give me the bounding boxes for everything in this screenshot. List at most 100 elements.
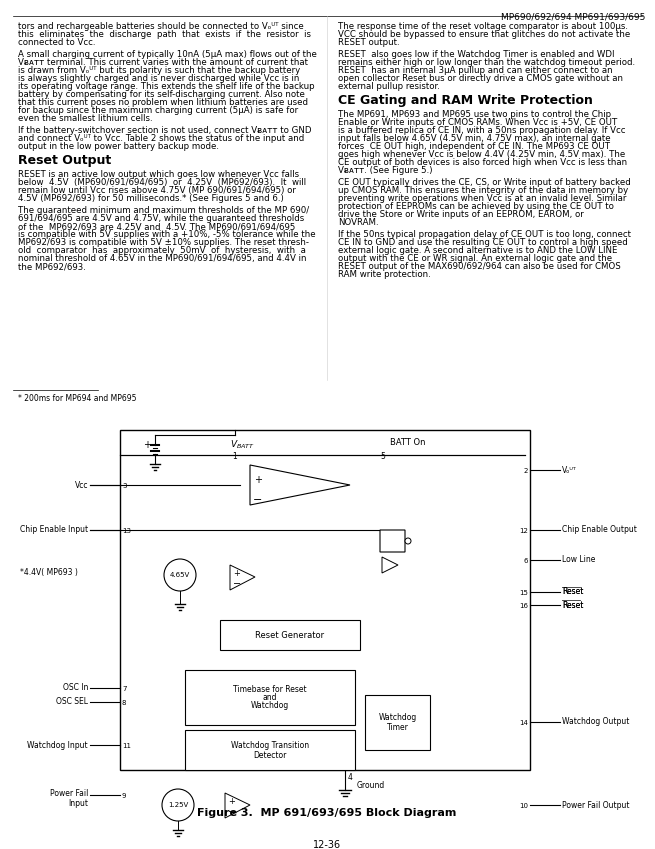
Text: NOVRAM.: NOVRAM. (338, 218, 379, 227)
Text: 9: 9 (122, 793, 126, 799)
Text: 12: 12 (519, 528, 528, 534)
Text: +: + (143, 440, 151, 450)
Text: even the smallest lithium cells.: even the smallest lithium cells. (18, 114, 153, 123)
Text: below  4.5V  (MP690/691/694/695)  or  4.25V  (MP692/693).  It  will: below 4.5V (MP690/691/694/695) or 4.25V … (18, 178, 306, 187)
Bar (185, 730, 355, 770)
Polygon shape (225, 793, 250, 818)
Text: Reset Generator: Reset Generator (255, 631, 325, 639)
Text: 12-36: 12-36 (313, 840, 341, 849)
Text: Vᴃᴀᴛᴛ. (See Figure 5.): Vᴃᴀᴛᴛ. (See Figure 5.) (338, 166, 432, 175)
Text: Vᴃᴀᴛᴛ terminal. This current varies with the amount of current that: Vᴃᴀᴛᴛ terminal. This current varies with… (18, 58, 308, 67)
Text: open collector Reset bus or directly drive a CMOS gate without an: open collector Reset bus or directly dri… (338, 74, 623, 83)
Text: Input: Input (68, 799, 88, 808)
Text: 8: 8 (122, 700, 126, 706)
Text: Detector: Detector (253, 751, 287, 760)
Text: MP692/693 is compatible with 5V ±10% supplies. The reset thresh-: MP692/693 is compatible with 5V ±10% sup… (18, 238, 309, 247)
Text: this  eliminates  the  discharge  path  that  exists  if  the  resistor  is: this eliminates the discharge path that … (18, 30, 311, 39)
Text: is compatible with 5V supplies with a +10%, -5% tolerance while the: is compatible with 5V supplies with a +1… (18, 230, 316, 239)
Text: 4.65V: 4.65V (170, 572, 190, 578)
Text: Vₒᵁᵀ: Vₒᵁᵀ (562, 465, 577, 475)
Text: 6: 6 (523, 558, 528, 564)
Text: is always slightly charged and is never discharged while Vᴄᴄ is in: is always slightly charged and is never … (18, 74, 299, 83)
Text: Watchdog: Watchdog (251, 700, 289, 710)
Text: Chip Enable Output: Chip Enable Output (562, 526, 637, 535)
Text: MP690/692/694 MP691/693/695: MP690/692/694 MP691/693/695 (500, 12, 645, 21)
Text: Reset Output: Reset Output (18, 154, 111, 167)
Text: Timebase for Reset: Timebase for Reset (233, 684, 307, 694)
Text: Watchdog Input: Watchdog Input (28, 740, 88, 750)
Text: 5: 5 (380, 452, 385, 461)
Text: Reset: Reset (562, 588, 584, 597)
Text: Power Fail: Power Fail (50, 789, 88, 798)
Text: RESET output.: RESET output. (338, 38, 400, 47)
Text: output with the CE or WR signal. An external logic gate and the: output with the CE or WR signal. An exte… (338, 254, 612, 263)
Text: Figure 3.  MP 691/693/695 Block Diagram: Figure 3. MP 691/693/695 Block Diagram (197, 808, 457, 818)
Text: 13: 13 (122, 528, 131, 534)
Text: −: − (253, 495, 263, 505)
Text: external pullup resistor.: external pullup resistor. (338, 82, 440, 91)
Text: 16: 16 (519, 603, 528, 609)
Text: +: + (234, 569, 240, 577)
FancyBboxPatch shape (380, 530, 405, 552)
Text: that this current poses no problem when lithium batteries are used: that this current poses no problem when … (18, 98, 308, 107)
Text: VCC should be bypassed to ensure that glitches do not activate the: VCC should be bypassed to ensure that gl… (338, 30, 630, 39)
Text: drive the Store or Write inputs of an EEPROM, EAROM, or: drive the Store or Write inputs of an EE… (338, 210, 584, 219)
Text: CE IN to GND and use the resulting CE OUT to control a high speed: CE IN to GND and use the resulting CE OU… (338, 238, 627, 247)
Text: remain low until Vᴄᴄ rises above 4.75V (MP 690/691/694/695) or: remain low until Vᴄᴄ rises above 4.75V (… (18, 186, 296, 195)
Text: Enable or Write inputs of CMOS RAMs. When Vᴄᴄ is +5V, CE OUT: Enable or Write inputs of CMOS RAMs. Whe… (338, 118, 617, 127)
Circle shape (164, 559, 196, 591)
Text: 15: 15 (519, 590, 528, 596)
Text: 4: 4 (348, 773, 353, 783)
Text: output in the low power battery backup mode.: output in the low power battery backup m… (18, 142, 219, 151)
Text: +: + (229, 796, 235, 806)
Text: −: − (228, 807, 236, 817)
Text: 3: 3 (122, 483, 126, 489)
Text: The MP691, MP693 and MP695 use two pins to control the Chip: The MP691, MP693 and MP695 use two pins … (338, 110, 611, 119)
Text: If the battery-switchover section is not used, connect Vᴃᴀᴛᴛ to GND: If the battery-switchover section is not… (18, 126, 312, 135)
Text: and connect Vₒᵁᵀ to Vᴄᴄ. Table 2 shows the status of the input and: and connect Vₒᵁᵀ to Vᴄᴄ. Table 2 shows t… (18, 134, 305, 143)
Bar (185, 670, 355, 725)
Text: Low Line: Low Line (562, 555, 595, 565)
Text: Power Fail Output: Power Fail Output (562, 801, 629, 809)
Text: Watchdog Output: Watchdog Output (562, 717, 629, 727)
Text: for backup since the maximum charging current (5μA) is safe for: for backup since the maximum charging cu… (18, 106, 298, 115)
Text: Vᴄᴄ: Vᴄᴄ (75, 481, 88, 490)
Text: Reset: Reset (562, 588, 584, 597)
Text: 7: 7 (122, 686, 126, 692)
Text: external logic gate. A second alternative is to AND the LOW LINE: external logic gate. A second alternativ… (338, 246, 618, 255)
Bar (120, 430, 530, 770)
Polygon shape (230, 565, 255, 590)
Text: The guaranteed minimum and maximum thresholds of the MP 690/: The guaranteed minimum and maximum thres… (18, 206, 309, 215)
Text: RESET output of the MAX690/692/964 can also be used for CMOS: RESET output of the MAX690/692/964 can a… (338, 262, 621, 271)
Text: remains either high or low longer than the watchdog timeout period.: remains either high or low longer than t… (338, 58, 635, 67)
Text: RESET is an active low output which goes low whenever Vᴄᴄ falls: RESET is an active low output which goes… (18, 170, 299, 179)
Text: −: − (233, 579, 241, 589)
Text: RESET  also goes low if the Watchdog Timer is enabled and WDI: RESET also goes low if the Watchdog Time… (338, 50, 614, 59)
Text: BATT On: BATT On (390, 438, 426, 447)
Text: CE output of both devices is also forced high when Vᴄᴄ is less than: CE output of both devices is also forced… (338, 158, 627, 167)
Polygon shape (382, 557, 398, 573)
Text: nominal threshold of 4.65V in the MP690/691/694/695, and 4.4V in: nominal threshold of 4.65V in the MP690/… (18, 254, 307, 263)
Text: the MP692/693.: the MP692/693. (18, 262, 86, 271)
Text: $V_{BATT}$: $V_{BATT}$ (230, 438, 255, 451)
Text: OSC In: OSC In (63, 683, 88, 693)
Text: 14: 14 (519, 720, 528, 726)
Text: Watchdog Transition: Watchdog Transition (231, 740, 309, 750)
Text: 11: 11 (122, 743, 131, 749)
Text: connected to Vᴄᴄ.: connected to Vᴄᴄ. (18, 38, 96, 47)
Circle shape (162, 789, 194, 821)
Text: old  comparator  has  approximately  50mV  of  hysteresis,  with  a: old comparator has approximately 50mV of… (18, 246, 306, 255)
Text: of the  MP692/693 are 4.25V and  4.5V. The MP690/691/694/695: of the MP692/693 are 4.25V and 4.5V. The… (18, 222, 295, 231)
Bar (365, 695, 430, 750)
Text: If the 50ns typical propagation delay of CE OUT is too long, connect: If the 50ns typical propagation delay of… (338, 230, 631, 239)
Text: Watchdog: Watchdog (379, 712, 417, 722)
Text: 2: 2 (523, 468, 528, 474)
Text: its operating voltage range. This extends the shelf life of the backup: its operating voltage range. This extend… (18, 82, 314, 91)
Text: A small charging current of typically 10nA (5μA max) flows out of the: A small charging current of typically 10… (18, 50, 317, 59)
Text: goes high whenever Vᴄᴄ is below 4.4V (4.25V min, 4.5V max). The: goes high whenever Vᴄᴄ is below 4.4V (4.… (338, 150, 626, 159)
Text: * 200ms for MP694 and MP695: * 200ms for MP694 and MP695 (18, 394, 136, 403)
Text: +: + (254, 475, 262, 485)
Text: 4.5V (MP692/693) for 50 milliseconds.* (See Figures 5 and 6.): 4.5V (MP692/693) for 50 milliseconds.* (… (18, 194, 284, 203)
Text: input falls below 4.65V (4.5V min, 4.75V max), an internal gate: input falls below 4.65V (4.5V min, 4.75V… (338, 134, 610, 143)
Text: 10: 10 (519, 803, 528, 809)
